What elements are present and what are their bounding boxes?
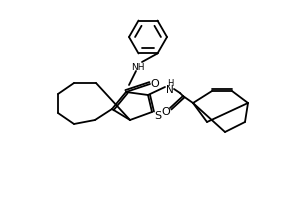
Text: O: O [151,79,159,89]
Text: H: H [167,79,173,88]
Text: NH: NH [131,62,145,72]
Text: O: O [162,107,170,117]
Text: S: S [154,111,162,121]
Text: N: N [166,85,174,95]
